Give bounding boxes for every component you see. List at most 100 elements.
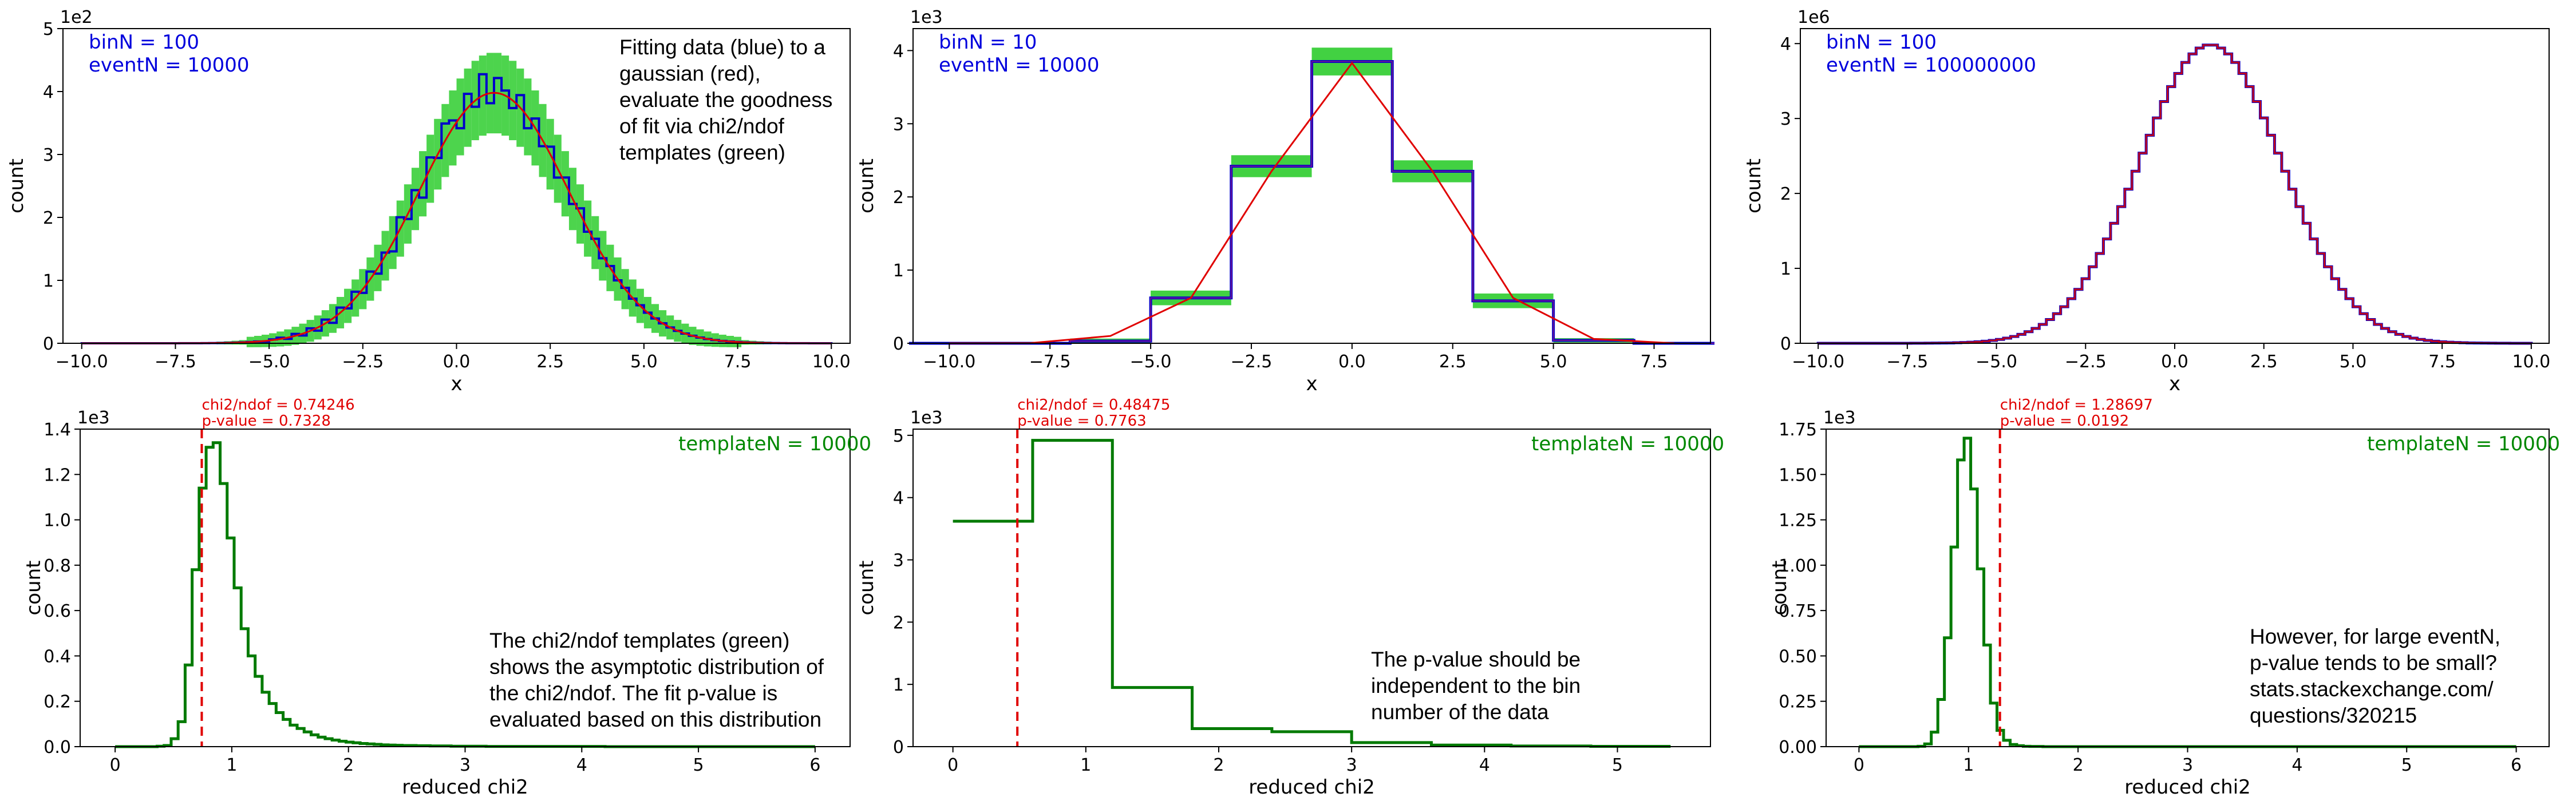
template-count-label: templateN = 10000 bbox=[2367, 433, 2560, 455]
annotation-line: templates (green) bbox=[619, 141, 785, 164]
panel-data-fit-bin100: −10.0 −7.5 −5.0 −2.5 0.0 2.5 5.0 7.5 10.0 0 1 2 3 4 5 x… bbox=[5, 7, 851, 395]
annotation-line: The p-value should be bbox=[1371, 648, 1581, 671]
y-tick-label: 3 bbox=[1780, 109, 1791, 129]
y-tick-label: 0.2 bbox=[44, 692, 71, 712]
bin-count-label: binN = 100 bbox=[89, 31, 199, 54]
p-value-label: p-value = 0.7763 bbox=[1017, 413, 1147, 430]
y-tick-label: 0.0 bbox=[44, 737, 71, 758]
y-tick-label: 4 bbox=[893, 41, 904, 61]
x-tick-label: 0 bbox=[947, 755, 958, 775]
y-axis-label: count bbox=[22, 561, 45, 616]
y-tick-label: 2 bbox=[893, 613, 904, 633]
annotation-line: shows the asymptotic distribution of bbox=[489, 655, 824, 679]
x-tick-label: −10.0 bbox=[1792, 352, 1844, 372]
y-tick-label: 3 bbox=[43, 145, 54, 165]
annotation-line: independent to the bin bbox=[1371, 674, 1581, 697]
y-tick-label: 0 bbox=[43, 334, 54, 354]
y-axis-label: count bbox=[855, 158, 878, 213]
x-tick-label: −5.0 bbox=[1976, 352, 2017, 372]
y-tick-label: 1.4 bbox=[44, 420, 71, 440]
x-tick-label: −2.5 bbox=[2065, 352, 2107, 372]
y-tick-label: 1.00 bbox=[1779, 556, 1817, 576]
x-tick-label: 2 bbox=[2073, 755, 2084, 775]
panel-data-fit-bin10: −10.0 −7.5 −5.0 −2.5 0.0 2.5 5.0 7.5 0 1 2 3 4 x count… bbox=[855, 7, 1715, 395]
y-tick-label: 0.00 bbox=[1779, 737, 1817, 758]
x-axis-label: reduced chi2 bbox=[402, 776, 528, 799]
fit-curve bbox=[1818, 44, 2532, 344]
x-tick-label: 4 bbox=[2291, 755, 2302, 775]
chi2-value-label: chi2/ndof = 1.28697 bbox=[2000, 396, 2153, 414]
annotation-line: number of the data bbox=[1371, 700, 1549, 724]
x-axis-label: reduced chi2 bbox=[2124, 776, 2251, 799]
x-tick-label: 5.0 bbox=[1540, 352, 1567, 372]
y-axis-label: count bbox=[855, 561, 878, 616]
x-tick-label: −5.0 bbox=[248, 352, 290, 372]
y-offset-label: 1e3 bbox=[77, 408, 110, 428]
annotation-line: The chi2/ndof templates (green) bbox=[489, 629, 789, 652]
y-tick-label: 1.75 bbox=[1779, 420, 1817, 440]
plot-frame bbox=[912, 429, 1711, 747]
y-axis-label: count bbox=[5, 158, 28, 213]
y-offset-label: 1e2 bbox=[60, 7, 93, 27]
y-tick-label: 0.4 bbox=[44, 647, 71, 667]
data-histogram-overlay bbox=[908, 61, 1715, 344]
y-tick-label: 1 bbox=[1780, 259, 1791, 279]
y-axis-label: count bbox=[1743, 158, 1765, 213]
x-tick-label: −2.5 bbox=[342, 352, 384, 372]
y-tick-label: 1 bbox=[43, 271, 54, 291]
y-tick-label: 0 bbox=[893, 737, 904, 758]
y-tick-label: 0.8 bbox=[44, 556, 71, 576]
x-axis-label: x bbox=[451, 372, 462, 395]
x-tick-label: 3 bbox=[1346, 755, 1357, 775]
x-tick-label: 4 bbox=[576, 755, 587, 775]
x-tick-label: 2 bbox=[1213, 755, 1224, 775]
y-offset-label: 1e3 bbox=[1823, 408, 1856, 428]
chi2-template-histogram bbox=[953, 439, 1671, 748]
bin-count-label: binN = 100 bbox=[1826, 31, 1937, 54]
y-offset-label: 1e6 bbox=[1797, 7, 1830, 27]
x-tick-label: 0 bbox=[1854, 755, 1864, 775]
x-tick-label: 2.5 bbox=[2250, 352, 2278, 372]
x-tick-label: −7.5 bbox=[1029, 352, 1071, 372]
x-tick-label: 5 bbox=[693, 755, 704, 775]
event-count-label: eventN = 100000000 bbox=[1826, 54, 2036, 77]
p-value-label: p-value = 0.7328 bbox=[202, 413, 330, 430]
y-tick-label: 5 bbox=[43, 19, 54, 39]
bin-count-label: binN = 10 bbox=[939, 31, 1037, 54]
x-tick-label: 5.0 bbox=[2340, 352, 2367, 372]
x-tick-label: 7.5 bbox=[2428, 352, 2456, 372]
x-tick-label: 3 bbox=[2182, 755, 2193, 775]
y-tick-label: 5 bbox=[893, 426, 904, 446]
y-tick-label: 0 bbox=[893, 334, 904, 354]
annotation-line: stats.stackexchange.com/ bbox=[2250, 677, 2494, 701]
annotation-line: the chi2/ndof. The fit p-value is bbox=[489, 681, 777, 705]
y-tick-label: 4 bbox=[893, 489, 904, 509]
panel-data-fit-large: −10.0 −7.5 −5.0 −2.5 0.0 2.5 5.0 7.5 10.0 0 1 2 3 4 x c… bbox=[1743, 7, 2550, 395]
template-count-label: templateN = 10000 bbox=[1531, 433, 1724, 455]
x-tick-label: 0.0 bbox=[2161, 352, 2188, 372]
x-tick-label: −10.0 bbox=[56, 352, 108, 372]
x-tick-label: 3 bbox=[460, 755, 471, 775]
x-tick-label: 0.0 bbox=[1338, 352, 1366, 372]
x-tick-label: 0 bbox=[110, 755, 121, 775]
template-count-label: templateN = 10000 bbox=[678, 433, 871, 455]
y-tick-label: 0.25 bbox=[1779, 692, 1817, 712]
annotation-line: of fit via chi2/ndof bbox=[619, 114, 785, 138]
y-offset-label: 1e3 bbox=[910, 7, 943, 27]
event-count-label: eventN = 10000 bbox=[939, 54, 1100, 77]
x-tick-label: 2.5 bbox=[1439, 352, 1467, 372]
x-tick-label: −10.0 bbox=[923, 352, 975, 372]
x-tick-label: 1 bbox=[226, 755, 237, 775]
x-tick-label: −7.5 bbox=[155, 352, 196, 372]
y-tick-label: 1.25 bbox=[1779, 511, 1817, 531]
x-tick-label: 7.5 bbox=[724, 352, 752, 372]
x-tick-label: 5 bbox=[1612, 755, 1623, 775]
x-axis-label: x bbox=[1306, 372, 1317, 395]
y-tick-label: 1.50 bbox=[1779, 465, 1817, 485]
annotation-line: evaluated based on this distribution bbox=[489, 708, 821, 731]
chi2-value-label: chi2/ndof = 0.48475 bbox=[1017, 396, 1170, 414]
x-tick-label: −5.0 bbox=[1130, 352, 1172, 372]
y-tick-label: 0 bbox=[1780, 334, 1791, 354]
x-tick-label: 5 bbox=[2401, 755, 2412, 775]
